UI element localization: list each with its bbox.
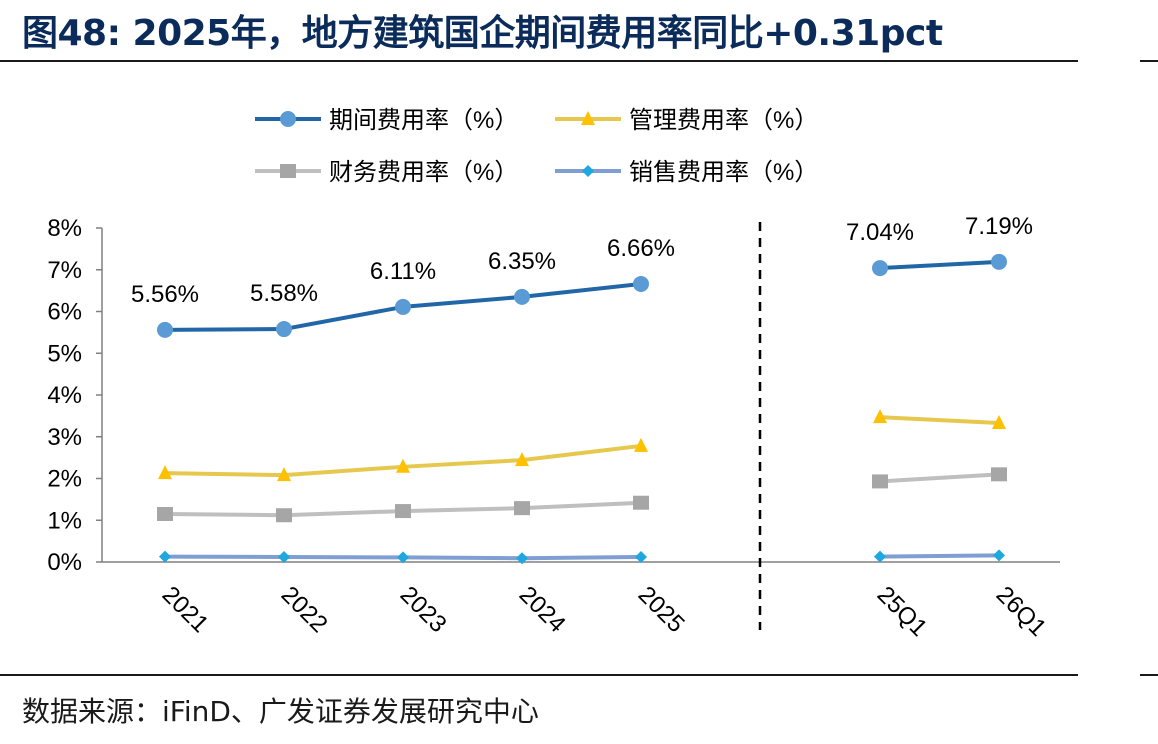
data-point — [874, 550, 886, 563]
y-tick-label: 4% — [47, 382, 82, 409]
data-point — [633, 495, 649, 510]
data-point — [516, 552, 528, 565]
series-line — [879, 472, 1000, 484]
data-point — [277, 467, 291, 482]
data-point — [992, 414, 1006, 429]
legend-marker — [582, 165, 594, 177]
data-point — [872, 260, 888, 277]
legend-label: 财务费用率（%） — [329, 159, 518, 186]
data-point — [991, 253, 1007, 270]
data-point — [158, 465, 172, 480]
data-point — [873, 409, 887, 424]
data-point — [395, 298, 411, 315]
legend-item: 销售费用率（%） — [555, 159, 818, 186]
legend-marker — [581, 111, 595, 125]
series-line — [879, 415, 1000, 425]
x-tick-label: 2024 — [514, 581, 571, 638]
top-rule — [0, 60, 1078, 62]
line-chart: 期间费用率（%） 管理费用率（%） 财务费用率（%） 销售费用率（%） 0% 1% 2% 3… — [47, 107, 1060, 642]
bottom-rule-right — [1140, 674, 1158, 676]
data-point — [872, 474, 888, 489]
data-point — [396, 458, 410, 473]
data-label: 7.19% — [965, 213, 1033, 240]
data-point — [634, 437, 648, 452]
figure-title: 图48: 2025年，地方建筑国企期间费用率同比+0.31pct — [22, 13, 943, 54]
x-tick-label: 25Q1 — [872, 581, 933, 642]
data-point — [157, 506, 173, 521]
data-point — [993, 549, 1005, 562]
chart-axes: 0% 1% 2% 3% 4% 5% 6% 7% 8% 2021 2022 2023 2024 2025 25… — [47, 215, 1060, 642]
legend-item: 管理费用率（%） — [555, 107, 818, 134]
data-point — [276, 321, 292, 338]
x-tick-label: 2022 — [276, 581, 333, 638]
data-point — [276, 508, 292, 523]
legend-label: 销售费用率（%） — [629, 159, 818, 186]
chart-data-labels: 5.56% 5.58% 6.11% 6.35% 6.66% 7.04% 7.19% — [131, 213, 1033, 308]
series-line — [879, 553, 1000, 559]
y-tick-label: 8% — [47, 215, 82, 242]
data-point — [395, 504, 411, 519]
legend-label: 管理费用率（%） — [629, 107, 818, 134]
data-point — [157, 321, 173, 338]
data-point — [633, 275, 649, 292]
chart-legend: 期间费用率（%） 管理费用率（%） 财务费用率（%） 销售费用率（%） — [255, 107, 818, 186]
data-point — [635, 550, 647, 563]
data-point — [991, 467, 1007, 482]
legend-marker — [280, 111, 296, 127]
top-rule-right — [1140, 60, 1158, 62]
data-point — [397, 551, 409, 564]
data-label: 6.35% — [488, 248, 556, 275]
y-tick-label: 3% — [47, 424, 82, 451]
legend-item: 期间费用率（%） — [255, 107, 518, 134]
data-label: 7.04% — [846, 219, 914, 246]
chart-lines — [157, 253, 1007, 565]
data-point — [514, 288, 530, 305]
source-note: 数据来源：iFinD、广发证券发展研究中心 — [22, 695, 539, 728]
x-tick-label: 2021 — [157, 581, 214, 638]
data-label: 5.58% — [250, 280, 318, 307]
data-point — [278, 550, 290, 563]
data-label: 5.56% — [131, 281, 199, 308]
y-tick-label: 7% — [47, 257, 82, 284]
y-tick-label: 5% — [47, 340, 82, 367]
data-label: 6.11% — [370, 258, 436, 285]
x-tick-label: 2023 — [395, 581, 452, 638]
series-line — [879, 259, 1000, 271]
data-point — [159, 550, 171, 563]
data-point — [514, 501, 530, 516]
y-tick-label: 1% — [47, 507, 82, 534]
legend-item: 财务费用率（%） — [255, 159, 518, 186]
data-label: 6.66% — [607, 235, 675, 262]
y-tick-label: 0% — [47, 549, 82, 576]
x-tick-label: 2025 — [633, 581, 690, 638]
legend-marker — [280, 164, 296, 178]
y-tick-label: 6% — [47, 299, 82, 326]
bottom-rule — [0, 674, 1078, 676]
legend-label: 期间费用率（%） — [329, 107, 518, 134]
data-point — [515, 452, 529, 467]
y-tick-label: 2% — [47, 466, 82, 493]
x-tick-label: 26Q1 — [991, 581, 1052, 642]
